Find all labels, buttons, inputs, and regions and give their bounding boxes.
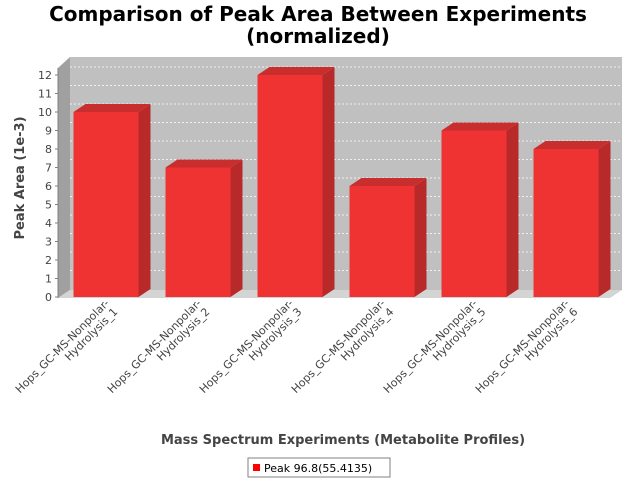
x-category-label-line: Hops_GC-MS-Nonpolar- — [381, 297, 480, 396]
y-tick-label: 5 — [45, 199, 52, 212]
bar-side — [598, 141, 611, 297]
y-tick-label: 6 — [45, 180, 52, 193]
y-tick-label: 11 — [38, 88, 52, 101]
x-category-label-line: Hops_GC-MS-Nonpolar- — [473, 297, 572, 396]
bar-side — [322, 67, 335, 297]
plot-left-wall — [58, 57, 70, 298]
x-category-label-line: Hops_GC-MS-Nonpolar- — [13, 297, 112, 396]
x-category-label: Hops_GC-MS-Nonpolar-Hydrolysis_3 — [197, 297, 305, 396]
bar-front — [73, 112, 139, 297]
chart-title-line1: Comparison of Peak Area Between Experime… — [49, 2, 587, 26]
bar — [349, 178, 427, 297]
legend-swatch — [253, 464, 260, 471]
bar-front — [165, 167, 231, 297]
y-tick-label: 3 — [45, 236, 52, 249]
bar-side — [230, 159, 243, 297]
bar-front — [349, 186, 415, 297]
bar-layer — [73, 67, 611, 297]
bar — [73, 104, 151, 297]
bar-top — [533, 141, 611, 149]
y-axis-label: Peak Area (1e-3) — [13, 116, 28, 239]
bar — [533, 141, 611, 297]
x-category-label: Hops_GC-MS-Nonpolar-Hydrolysis_2 — [105, 297, 213, 396]
bar-top — [165, 159, 243, 168]
bar-top — [257, 67, 335, 75]
x-axis-label: Mass Spectrum Experiments (Metabolite Pr… — [161, 433, 525, 448]
bar-top — [349, 178, 427, 186]
y-tick-label: 2 — [45, 254, 52, 267]
bar-side — [506, 122, 519, 297]
y-tick-label: 8 — [45, 143, 52, 156]
y-tick-label: 9 — [45, 125, 52, 138]
bar-top — [73, 104, 151, 112]
legend-item-label: Peak 96.8(55.4135) — [264, 462, 372, 475]
grid-layer — [70, 66, 622, 271]
y-tick-label: 0 — [45, 291, 52, 304]
bar-top — [441, 122, 519, 131]
chart-title-line2: (normalized) — [246, 24, 390, 48]
y-tick-label: 4 — [45, 217, 52, 230]
x-category-label-line: Hops_GC-MS-Nonpolar- — [289, 297, 388, 396]
bar — [165, 159, 243, 297]
bar — [441, 122, 519, 297]
y-tick-label: 7 — [45, 162, 52, 175]
x-category-label-line: Hops_GC-MS-Nonpolar- — [105, 297, 204, 396]
x-category-label-line: Hops_GC-MS-Nonpolar- — [197, 297, 296, 396]
bar-front — [441, 130, 507, 297]
x-axis: Hops_GC-MS-Nonpolar-Hydrolysis_1Hops_GC-… — [13, 297, 581, 396]
x-category-label: Hops_GC-MS-Nonpolar-Hydrolysis_6 — [473, 297, 581, 396]
bar-front — [533, 149, 599, 297]
x-category-label: Hops_GC-MS-Nonpolar-Hydrolysis_4 — [289, 297, 397, 396]
bar-side — [138, 104, 151, 297]
x-category-label: Hops_GC-MS-Nonpolar-Hydrolysis_1 — [13, 297, 121, 396]
legend-box — [247, 457, 391, 478]
y-tick-label: 10 — [38, 106, 52, 119]
x-category-label: Hops_GC-MS-Nonpolar-Hydrolysis_5 — [381, 297, 489, 396]
bar-front — [257, 75, 323, 297]
y-tick-label: 12 — [38, 69, 52, 82]
y-tick-label: 1 — [45, 273, 52, 286]
bar-side — [414, 178, 427, 297]
bar — [257, 67, 335, 297]
legend: Peak 96.8(55.4135) — [247, 457, 391, 478]
